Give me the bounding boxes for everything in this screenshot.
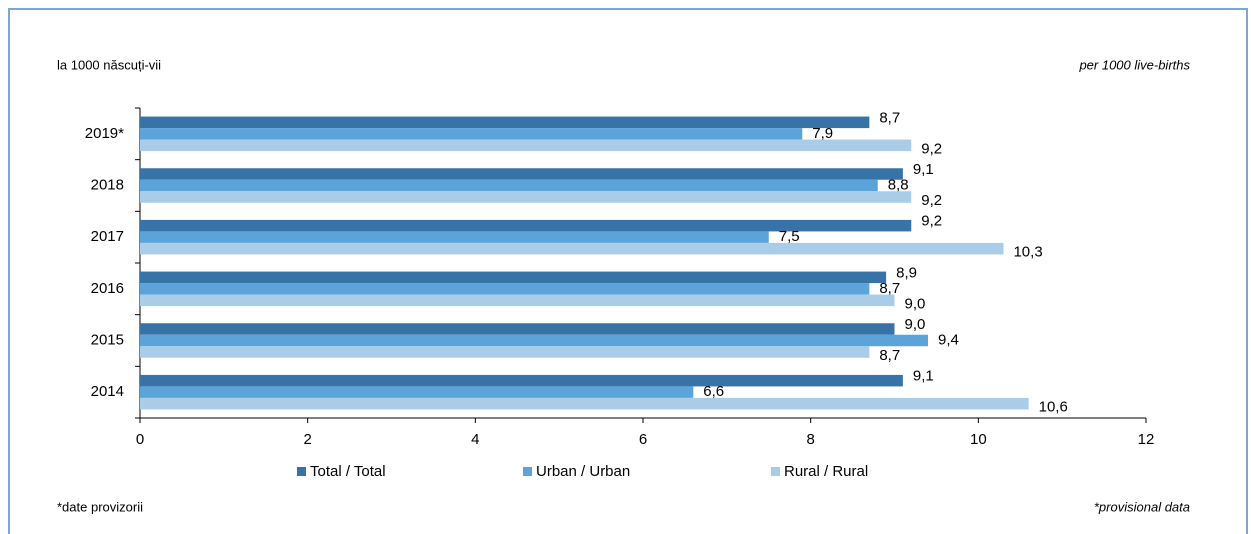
bar: [140, 128, 803, 140]
legend-swatch: [523, 467, 532, 476]
legend-swatch: [297, 467, 306, 476]
value-label: 9,2: [921, 213, 942, 230]
value-label: 6,6: [703, 383, 724, 400]
x-tick-label: 12: [1138, 431, 1155, 448]
value-label: 9,0: [905, 295, 926, 312]
bar: [140, 386, 694, 398]
bar: [140, 323, 895, 335]
bar: [140, 334, 929, 347]
y-tick-label: 2016: [91, 280, 124, 297]
value-label: 10,6: [1039, 399, 1068, 416]
note-right: *provisional data: [1094, 499, 1190, 514]
note-left: *date provizorii: [57, 499, 143, 514]
x-tick-label: 6: [639, 431, 647, 448]
bar: [140, 374, 903, 387]
value-label: 9,2: [921, 140, 942, 157]
y-tick-label: 2019*: [85, 125, 124, 142]
bar: [140, 271, 887, 284]
bar: [140, 219, 912, 232]
value-label: 10,3: [1013, 244, 1042, 261]
bar: [140, 231, 769, 243]
bar: [140, 283, 870, 295]
x-tick-label: 8: [806, 431, 814, 448]
value-label: 8,7: [879, 109, 900, 126]
value-label: 8,7: [879, 280, 900, 297]
x-tick-label: 0: [136, 431, 144, 448]
value-label: 8,7: [879, 347, 900, 364]
value-label: 8,9: [896, 264, 917, 281]
bar: [140, 397, 1029, 410]
bar: [140, 242, 1004, 255]
legend-label: Total / Total: [310, 463, 386, 480]
frame: [8, 8, 1248, 534]
y-tick-label: 2014: [91, 383, 124, 400]
value-label: 9,4: [938, 331, 959, 348]
legend-swatch: [771, 467, 780, 476]
x-tick-label: 2: [303, 431, 311, 448]
value-label: 7,5: [779, 228, 800, 245]
y-tick-label: 2018: [91, 176, 124, 193]
value-label: 8,8: [888, 176, 909, 193]
value-label: 7,9: [812, 125, 833, 142]
value-label: 9,0: [905, 316, 926, 333]
subtitle-right: per 1000 live-births: [1078, 57, 1190, 72]
value-label: 9,2: [921, 192, 942, 209]
bar: [140, 139, 912, 152]
bar: [140, 116, 870, 129]
bar: [140, 179, 878, 192]
value-label: 9,1: [913, 368, 934, 385]
subtitle-left: la 1000 născuți-vii: [57, 57, 161, 72]
legend-label: Urban / Urban: [536, 463, 630, 480]
legend-label: Rural / Rural: [784, 463, 868, 480]
x-tick-label: 4: [471, 431, 479, 448]
x-tick-label: 10: [970, 431, 987, 448]
bar: [140, 346, 870, 358]
y-tick-label: 2017: [91, 228, 124, 245]
y-tick-label: 2015: [91, 331, 124, 348]
value-label: 9,1: [913, 161, 934, 178]
bar: [140, 294, 895, 307]
bar: [140, 168, 903, 180]
bar: [140, 191, 912, 203]
